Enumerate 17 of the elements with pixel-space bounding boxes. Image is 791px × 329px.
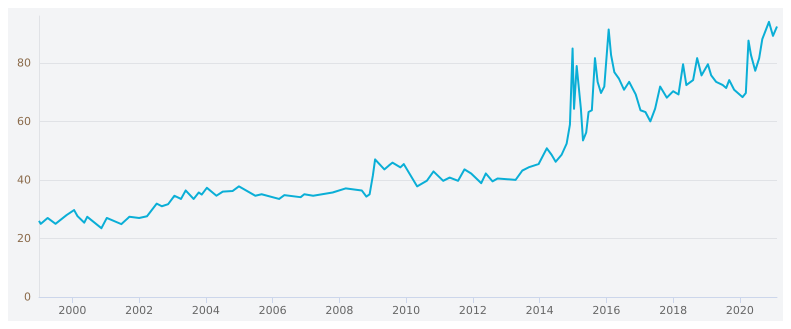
x-tick-label: 2010: [392, 304, 420, 317]
y-tick-label: 20: [17, 232, 31, 245]
x-tick-label: 2006: [258, 304, 287, 317]
x-tick-label: 2020: [726, 304, 754, 317]
x-tick-label: 2012: [458, 304, 487, 317]
x-tick-label: 2000: [58, 304, 86, 317]
y-tick-label: 0: [24, 290, 31, 304]
line-series: [38, 20, 778, 230]
x-tick-label: 2018: [659, 304, 688, 317]
y-tick-label: 60: [17, 114, 31, 128]
x-tick-label: 2016: [592, 304, 620, 317]
y-tick-label: 80: [17, 56, 31, 70]
x-tick-label: 2008: [325, 304, 354, 317]
x-tick-label: 2004: [192, 304, 220, 317]
y-tick-label: 40: [17, 173, 31, 186]
x-tick-label: 2002: [125, 304, 154, 317]
x-tick-label: 2014: [526, 304, 554, 317]
